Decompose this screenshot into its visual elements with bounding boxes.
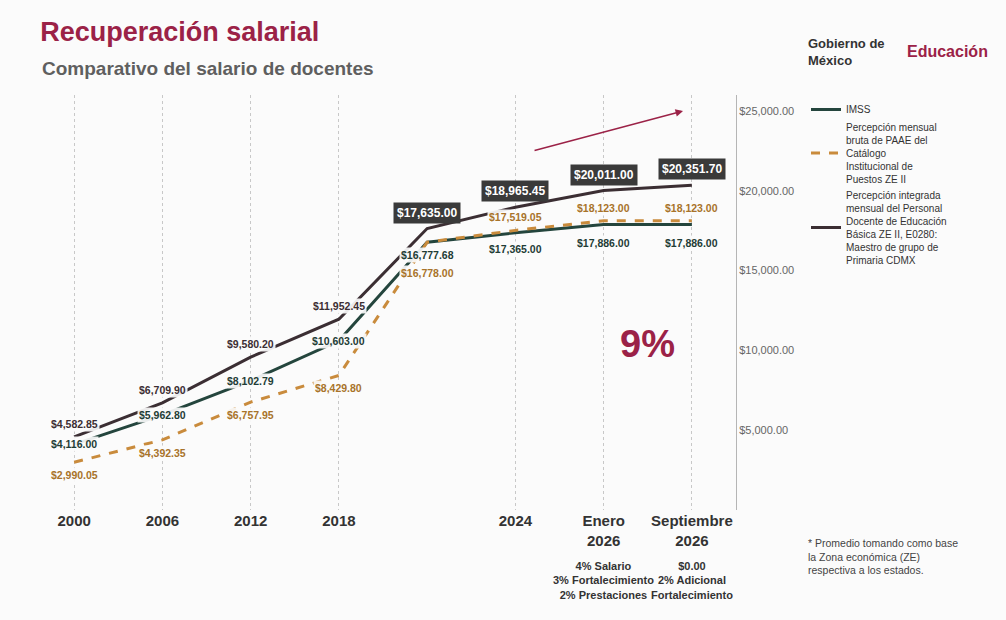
svg-text:$20,351.70: $20,351.70 xyxy=(662,162,722,176)
svg-text:$18,123.00: $18,123.00 xyxy=(577,202,630,214)
svg-text:$8,429.80: $8,429.80 xyxy=(315,382,362,394)
svg-text:Gobierno deMéxico: Gobierno deMéxico xyxy=(808,36,885,68)
svg-text:$17,519.05: $17,519.05 xyxy=(489,211,542,223)
svg-text:Enero2026: Enero2026 xyxy=(582,512,625,549)
svg-text:2018: 2018 xyxy=(322,512,355,529)
svg-text:$20,000.00: $20,000.00 xyxy=(739,185,794,197)
svg-text:$2,990.05: $2,990.05 xyxy=(51,469,98,481)
svg-text:2024: 2024 xyxy=(499,512,533,529)
svg-text:$18,123.00: $18,123.00 xyxy=(665,202,718,214)
svg-text:* Promedio tomando como basela: * Promedio tomando como basela Zona econ… xyxy=(808,537,958,576)
svg-text:Recuperación salarial: Recuperación salarial xyxy=(40,17,319,47)
svg-text:$11,952.45: $11,952.45 xyxy=(313,300,365,312)
svg-text:2006: 2006 xyxy=(146,512,179,529)
svg-text:$17,886.00: $17,886.00 xyxy=(577,237,630,249)
svg-text:$0.002% AdicionalFortalecimien: $0.002% AdicionalFortalecimiento xyxy=(651,560,733,601)
svg-text:$15,000.00: $15,000.00 xyxy=(739,264,794,276)
svg-text:Percepción integradamensual de: Percepción integradamensual del Personal… xyxy=(846,190,947,266)
svg-text:$4,582.85: $4,582.85 xyxy=(51,418,98,430)
svg-text:Comparativo del salario de doc: Comparativo del salario de docentes xyxy=(42,58,374,79)
svg-text:$20,011.00: $20,011.00 xyxy=(574,168,634,182)
svg-text:IMSS: IMSS xyxy=(846,104,871,115)
svg-text:$16,777.68: $16,777.68 xyxy=(401,249,454,261)
svg-text:$8,102.79: $8,102.79 xyxy=(227,375,274,387)
svg-text:$17,886.00: $17,886.00 xyxy=(665,237,718,249)
svg-text:$5,962.80: $5,962.80 xyxy=(139,409,186,421)
svg-text:$16,778.00: $16,778.00 xyxy=(401,267,454,279)
svg-text:$6,757.95: $6,757.95 xyxy=(227,409,274,421)
svg-text:Septiembre2026: Septiembre2026 xyxy=(651,512,733,549)
svg-text:$17,365.00: $17,365.00 xyxy=(489,243,542,255)
svg-text:Percepción mensualbruta de PAA: Percepción mensualbruta de PAAE delCatál… xyxy=(846,122,937,185)
svg-text:$10,603.00: $10,603.00 xyxy=(312,335,365,347)
svg-text:4% Salario3% Fortalecimiento2%: 4% Salario3% Fortalecimiento2% Prestacio… xyxy=(553,560,654,601)
svg-text:$9,580.20: $9,580.20 xyxy=(227,338,274,350)
svg-text:2000: 2000 xyxy=(57,512,90,529)
svg-text:$17,635.00: $17,635.00 xyxy=(397,206,457,220)
svg-text:9%: 9% xyxy=(620,323,675,365)
svg-text:Educación: Educación xyxy=(907,43,988,60)
svg-text:$4,392.35: $4,392.35 xyxy=(139,447,186,459)
svg-text:$10,000.00: $10,000.00 xyxy=(739,344,794,356)
svg-text:$6,709.90: $6,709.90 xyxy=(139,384,186,396)
svg-text:$25,000.00: $25,000.00 xyxy=(739,105,794,117)
svg-text:$5,000.00: $5,000.00 xyxy=(739,424,788,436)
svg-text:2012: 2012 xyxy=(234,512,267,529)
svg-text:$18,965.45: $18,965.45 xyxy=(485,184,545,198)
svg-text:$4,116.00: $4,116.00 xyxy=(51,438,97,450)
